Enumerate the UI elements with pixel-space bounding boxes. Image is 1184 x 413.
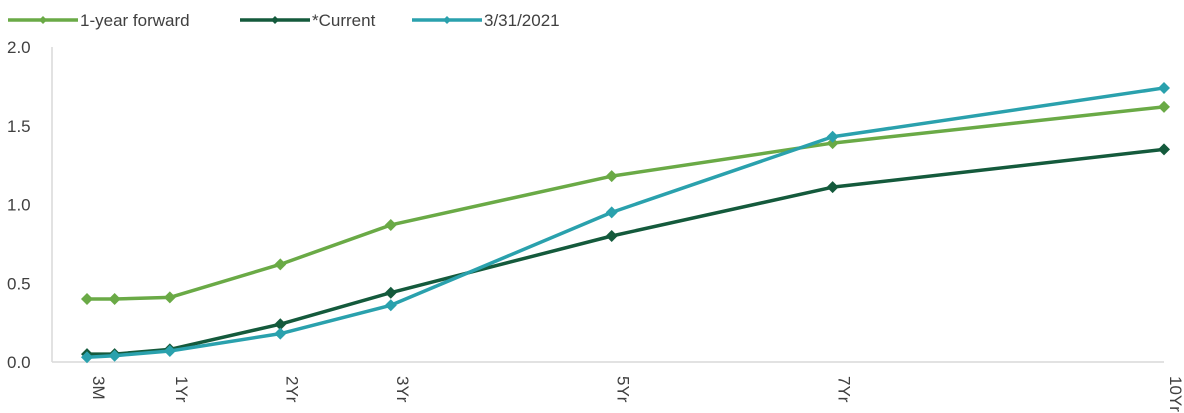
data-point xyxy=(1158,100,1170,113)
data-point xyxy=(81,351,93,364)
data-point xyxy=(274,258,287,271)
data-point xyxy=(163,344,176,357)
legend-label: 1-year forward xyxy=(80,11,190,30)
data-point xyxy=(1158,143,1170,156)
series-line xyxy=(87,105,1165,301)
data-point xyxy=(826,137,839,150)
legend: 1-year forward *Current 3/31/2021 xyxy=(8,11,560,30)
legend-item: *Current xyxy=(240,11,376,30)
series-0 xyxy=(81,100,1170,305)
y-tick-label: 1.0 xyxy=(7,196,31,215)
legend-label: *Current xyxy=(312,11,376,30)
y-tick-label: 0.0 xyxy=(7,353,31,372)
x-tick-label: 7Yr xyxy=(835,376,854,403)
legend-item: 3/31/2021 xyxy=(412,11,560,30)
x-axis: 3M 1Yr 2Yr 3Yr 5Yr 7Yr 10Yr xyxy=(52,361,1184,412)
y-axis: 0.0 0.5 1.0 1.5 2.0 xyxy=(7,38,53,372)
series-layer xyxy=(81,81,1170,364)
series-2 xyxy=(81,81,1170,364)
data-point xyxy=(81,293,93,305)
series-line xyxy=(86,86,1165,360)
y-tick-label: 0.5 xyxy=(7,274,31,293)
series-1 xyxy=(81,143,1170,361)
data-point xyxy=(163,291,176,304)
legend-marker xyxy=(271,16,279,24)
x-tick-label: 3M xyxy=(89,376,108,400)
data-point xyxy=(1158,81,1170,94)
data-point xyxy=(826,130,839,143)
x-tick-label: 1Yr xyxy=(172,376,191,403)
data-point xyxy=(605,170,618,183)
data-point xyxy=(384,299,397,312)
data-point xyxy=(605,206,618,219)
legend-item: 1-year forward xyxy=(8,11,190,30)
data-point xyxy=(384,218,397,231)
legend-marker xyxy=(39,16,47,24)
data-point xyxy=(108,293,121,305)
data-point xyxy=(274,327,287,340)
data-point xyxy=(274,318,287,331)
legend-marker xyxy=(443,16,451,24)
y-tick-label: 1.5 xyxy=(7,117,31,136)
data-point xyxy=(605,230,618,242)
data-point xyxy=(108,349,121,362)
x-tick-label: 5Yr xyxy=(614,376,633,403)
x-tick-label: 2Yr xyxy=(282,376,301,403)
y-tick-label: 2.0 xyxy=(7,38,31,57)
x-tick-label: 3Yr xyxy=(393,376,412,403)
series-line xyxy=(87,147,1165,356)
x-tick-label: 10Yr xyxy=(1166,376,1184,412)
data-point xyxy=(826,181,839,194)
data-point xyxy=(384,286,397,299)
legend-label: 3/31/2021 xyxy=(484,11,560,30)
